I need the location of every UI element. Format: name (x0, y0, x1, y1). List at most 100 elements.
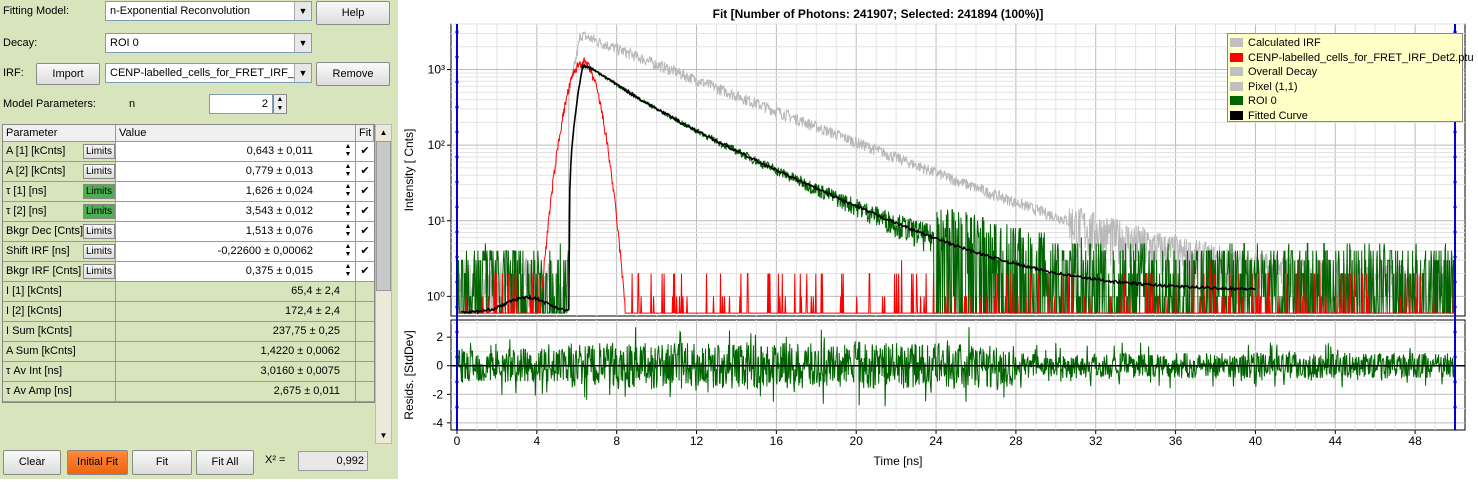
limits-button[interactable]: Limits (83, 144, 115, 159)
param-value-field[interactable]: 1,626 ± 0,024 ▲ ▼ (116, 182, 356, 202)
fit-checkbox[interactable]: ✔ (356, 242, 374, 262)
decay-select[interactable]: ROI 0 ▼ (105, 33, 312, 53)
scroll-down-icon[interactable]: ▼ (379, 431, 388, 440)
cursor-marker (455, 280, 459, 284)
y-tick-label: 10² (428, 138, 445, 152)
spinner-icon[interactable]: ▲ ▼ (344, 143, 352, 158)
spinner-icon[interactable]: ▲ ▼ (344, 263, 352, 278)
param-name: τ Av Int [ns] (3, 362, 116, 382)
cursor-marker (1453, 230, 1457, 234)
param-name: τ [2] [ns] Limits (3, 202, 116, 222)
param-value-field[interactable]: 1,513 ± 0,076 ▲ ▼ (116, 222, 356, 242)
param-name: Bkgr IRF [Cnts] Limits (3, 262, 116, 282)
help-button[interactable]: Help (316, 1, 390, 25)
n-input[interactable]: 2 (209, 94, 273, 114)
scroll-thumb[interactable] (376, 141, 391, 291)
limits-button[interactable]: Limits (83, 244, 115, 259)
n-spinner[interactable]: ▲ ▼ (273, 94, 287, 114)
clear-button[interactable]: Clear (3, 450, 61, 475)
chi-square-label: X² = (265, 454, 286, 466)
fit-button[interactable]: Fit (132, 450, 192, 475)
limits-button[interactable]: Limits (83, 204, 115, 219)
param-name: A [1] [kCnts] Limits (3, 142, 116, 162)
fit-checkbox[interactable]: ✔ (356, 142, 374, 162)
table-row: A [2] [kCnts] Limits 0,779 ± 0,013 ▲ ▼ ✔ (3, 162, 374, 182)
scroll-up-icon[interactable]: ▲ (379, 128, 388, 137)
n-value: 2 (261, 98, 268, 110)
chart-legend: Calculated IRF CENP-labelled_cells_for_FR… (1227, 33, 1474, 122)
cursor-marker (455, 55, 459, 59)
chevron-down-icon: ▼ (294, 2, 311, 20)
param-name: I [2] [kCnts] (3, 302, 116, 322)
initial-fit-button[interactable]: Initial Fit (67, 450, 128, 475)
fit-checkbox[interactable]: ✔ (356, 222, 374, 242)
x-tick-label: 36 (1169, 434, 1183, 448)
limits-button[interactable]: Limits (83, 164, 115, 179)
cursor-marker (1453, 180, 1457, 184)
irf-value: CENP-labelled_cells_for_FRET_IRF_Det2.pt… (110, 67, 311, 79)
fitting-model-label: Fitting Model: (3, 5, 70, 17)
cursor-marker (455, 405, 459, 409)
x-tick-label: 24 (929, 434, 943, 448)
cursor-marker (455, 105, 459, 109)
fit-all-button[interactable]: Fit All (196, 450, 254, 475)
legend-label: Overall Decay (1248, 66, 1318, 78)
param-value: 65,4 ± 2,4 (291, 285, 340, 297)
irf-trace (457, 56, 1455, 314)
x-tick-label: 4 (533, 434, 540, 448)
fit-checkbox[interactable]: ✔ (356, 162, 374, 182)
fit-cell (356, 322, 374, 342)
table-row: τ Av Int [ns] 3,0160 ± 0,0075 (3, 362, 374, 382)
legend-label: Calculated IRF (1248, 37, 1321, 49)
chevron-down-icon: ▼ (294, 34, 311, 52)
param-value-field[interactable]: -0,22600 ± 0,00062 ▲ ▼ (116, 242, 356, 262)
spinner-icon[interactable]: ▲ ▼ (344, 163, 352, 178)
table-row: τ [1] [ns] Limits 1,626 ± 0,024 ▲ ▼ ✔ (3, 182, 374, 202)
cursor-marker (455, 155, 459, 159)
import-button[interactable]: Import (36, 63, 100, 85)
legend-swatch (1230, 110, 1243, 120)
limits-button[interactable]: Limits (83, 184, 115, 199)
param-value-readonly: 172,4 ± 2,4 (116, 302, 356, 322)
param-name: A Sum [kCnts] (3, 342, 116, 362)
limits-button[interactable]: Limits (83, 224, 115, 239)
spinner-icon[interactable]: ▲ ▼ (344, 223, 352, 238)
fit-checkbox[interactable]: ✔ (356, 202, 374, 222)
cursor-marker (1453, 405, 1457, 409)
fitting-model-select[interactable]: n-Exponential Reconvolution ▼ (105, 1, 312, 21)
limits-button[interactable]: Limits (83, 264, 115, 279)
cursor-marker (455, 30, 459, 34)
cursor-marker (455, 380, 459, 384)
fit-cell (356, 302, 374, 322)
param-value-field[interactable]: 0,779 ± 0,013 ▲ ▼ (116, 162, 356, 182)
x-tick-label: 12 (690, 434, 704, 448)
fit-control-panel: Fitting Model: n-Exponential Reconvoluti… (0, 0, 398, 479)
spinner-icon[interactable]: ▲ ▼ (344, 203, 352, 218)
legend-swatch (1230, 96, 1243, 105)
cursor-marker (1453, 155, 1457, 159)
param-value-field[interactable]: 0,375 ± 0,015 ▲ ▼ (116, 262, 356, 282)
header-parameter: Parameter (3, 125, 116, 142)
decay-value: ROI 0 (110, 37, 139, 49)
header-value: Value (116, 125, 356, 142)
spinner-icon[interactable]: ▲ ▼ (344, 183, 352, 198)
cursor-marker (1453, 355, 1457, 359)
fit-cell (356, 342, 374, 362)
fit-checkbox[interactable]: ✔ (356, 182, 374, 202)
remove-button[interactable]: Remove (316, 62, 390, 86)
fit-checkbox[interactable]: ✔ (356, 262, 374, 282)
irf-label: IRF: (3, 67, 24, 79)
param-value-field[interactable]: 0,643 ± 0,011 ▲ ▼ (116, 142, 356, 162)
param-value-field[interactable]: 3,543 ± 0,012 ▲ ▼ (116, 202, 356, 222)
param-value: 3,543 ± 0,012 (245, 205, 313, 217)
table-scrollbar[interactable]: ▲ ▼ (375, 124, 392, 444)
x-axis-label: Time [ns] (874, 454, 923, 468)
y-tick-label: 10³ (428, 63, 445, 77)
spinner-icon[interactable]: ▲ ▼ (344, 243, 352, 258)
cursor-marker (455, 205, 459, 209)
param-value: 237,75 ± 0,25 (272, 325, 340, 337)
fit-cell (356, 362, 374, 382)
table-row: I [1] [kCnts] 65,4 ± 2,4 (3, 282, 374, 302)
x-tick-label: 32 (1089, 434, 1103, 448)
irf-select[interactable]: CENP-labelled_cells_for_FRET_IRF_Det2.pt… (105, 63, 312, 83)
